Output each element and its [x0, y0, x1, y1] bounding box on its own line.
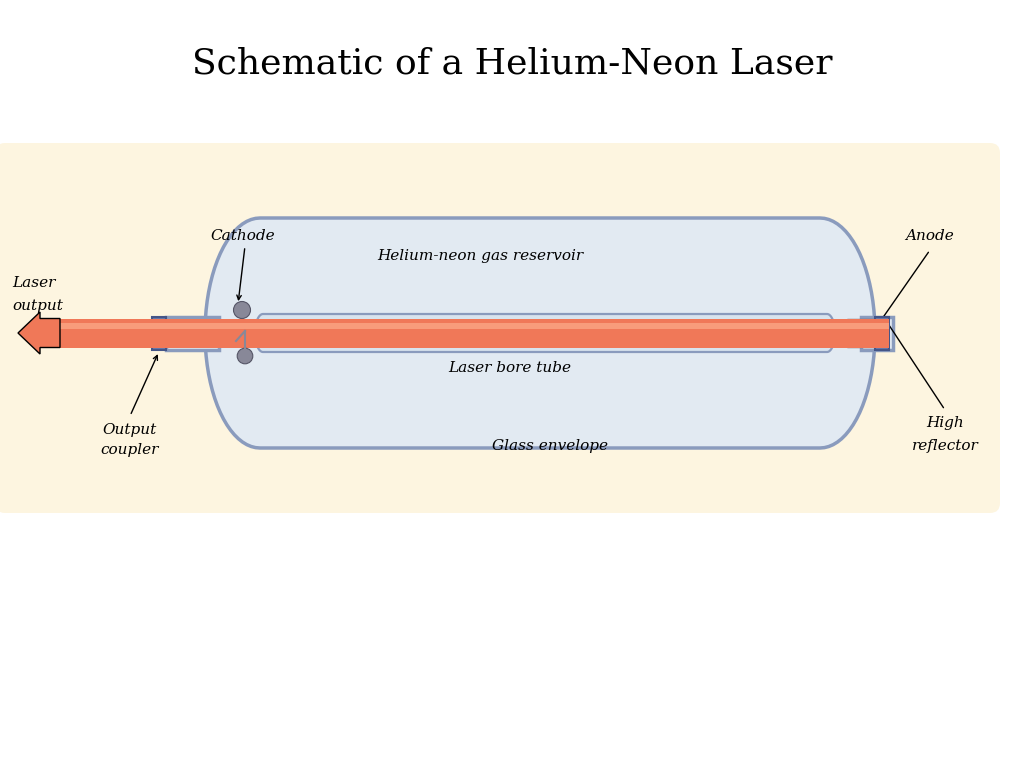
FancyBboxPatch shape	[0, 143, 1000, 513]
Bar	[55, 323, 889, 329]
Polygon shape	[205, 218, 874, 448]
Bar	[55, 319, 889, 347]
Text: Anode: Anode	[905, 229, 954, 243]
Text: output: output	[12, 299, 62, 313]
Bar	[847, 319, 874, 347]
Text: Laser: Laser	[12, 276, 55, 290]
Text: Glass envelope: Glass envelope	[492, 439, 608, 453]
Circle shape	[233, 302, 251, 319]
Bar	[874, 316, 889, 349]
Text: Helium-neon gas reservoir: Helium-neon gas reservoir	[377, 249, 583, 263]
Text: Output: Output	[102, 423, 157, 437]
Polygon shape	[255, 314, 835, 352]
Bar	[152, 316, 166, 349]
Text: Laser bore tube: Laser bore tube	[449, 361, 571, 375]
FancyArrow shape	[18, 312, 60, 354]
Circle shape	[238, 348, 253, 364]
Text: High: High	[926, 416, 964, 430]
Text: Cathode: Cathode	[210, 229, 274, 243]
Text: reflector: reflector	[911, 439, 978, 453]
Bar	[166, 316, 219, 349]
Text: Schematic of a Helium-Neon Laser: Schematic of a Helium-Neon Laser	[191, 46, 833, 80]
Text: coupler: coupler	[100, 443, 159, 457]
Bar	[861, 316, 893, 349]
